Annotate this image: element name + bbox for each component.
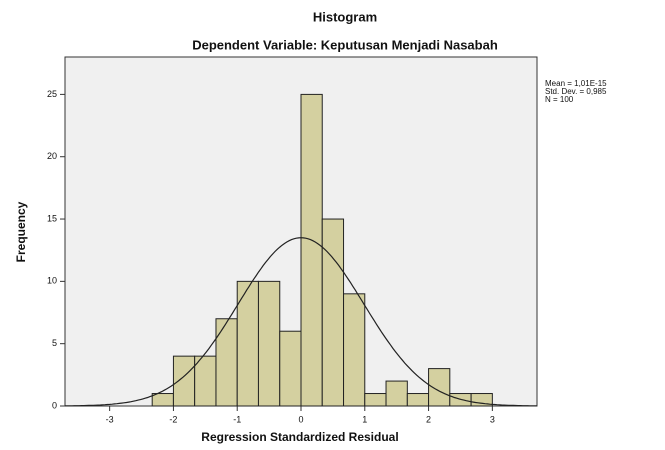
bar: [300, 93, 323, 407]
y-tick-label: 0: [52, 400, 57, 410]
stat-annotation: Std. Dev. = 0,985: [545, 87, 607, 96]
bar: [257, 280, 281, 407]
y-tick-label: 15: [47, 213, 57, 223]
bar: [279, 330, 302, 407]
bar: [343, 293, 366, 407]
x-tick-label: -1: [233, 414, 241, 424]
y-axis-label: Frequency: [14, 201, 28, 262]
bar: [151, 393, 174, 407]
stat-annotation: Mean = 1,01E-15: [545, 79, 607, 88]
y-tick-label: 5: [52, 338, 57, 348]
normal-curve: [64, 237, 538, 407]
bar: [428, 368, 451, 407]
y-tick-label: 20: [47, 151, 57, 161]
x-tick-label: -3: [106, 414, 114, 424]
x-tick-label: 2: [426, 414, 431, 424]
y-tick-label: 10: [47, 276, 57, 286]
bar: [385, 380, 408, 407]
bar: [215, 318, 238, 407]
bar: [172, 355, 196, 407]
chart-subtitle: Dependent Variable: Keputusan Menjadi Na…: [192, 37, 498, 52]
x-tick-label: 3: [490, 414, 495, 424]
bar: [321, 218, 345, 407]
bar: [364, 393, 387, 407]
y-tick-label: 25: [47, 89, 57, 99]
stat-annotation: N = 100: [545, 95, 574, 104]
x-tick-label: 1: [362, 414, 367, 424]
x-tick-label: -2: [169, 414, 177, 424]
bar: [194, 355, 217, 407]
bar: [406, 393, 430, 407]
x-tick-label: 0: [298, 414, 303, 424]
chart-title: Histogram: [313, 9, 377, 24]
x-axis-label: Regression Standardized Residual: [201, 430, 398, 444]
